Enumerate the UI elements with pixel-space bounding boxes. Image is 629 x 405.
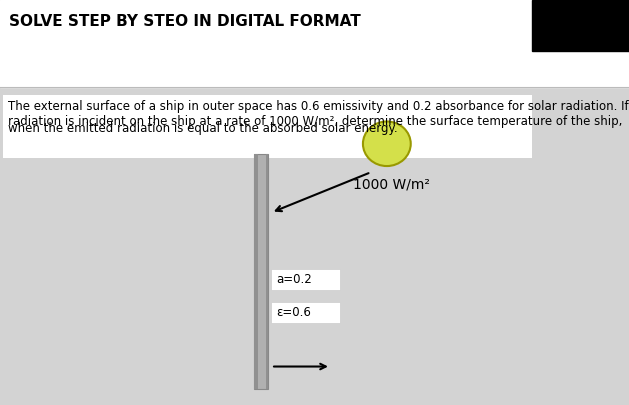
Bar (3, 115, 371, 132)
Bar (271, 269, 340, 290)
Bar (254, 154, 259, 389)
Ellipse shape (363, 122, 411, 166)
Text: radiation is incident on the ship at a rate of 1000 W/m², determine the surface : radiation is incident on the ship at a r… (8, 115, 622, 128)
Bar (3, 95, 532, 158)
Bar (0, 0, 629, 87)
Text: when the emitted radiation is equal to the absorbed solar energy.: when the emitted radiation is equal to t… (8, 122, 397, 135)
Bar (266, 154, 268, 389)
Bar (254, 154, 268, 389)
Text: 1000 W/m²: 1000 W/m² (353, 177, 430, 191)
Text: The external surface of a ship in outer space has 0.6 emissivity and 0.2 absorba: The external surface of a ship in outer … (8, 100, 629, 113)
Text: ε=0.6: ε=0.6 (276, 306, 311, 319)
Bar (271, 302, 340, 323)
Text: SOLVE STEP BY STEO IN DIGITAL FORMAT: SOLVE STEP BY STEO IN DIGITAL FORMAT (9, 14, 361, 29)
Text: a=0.2: a=0.2 (276, 273, 312, 286)
Bar (532, 0, 629, 51)
